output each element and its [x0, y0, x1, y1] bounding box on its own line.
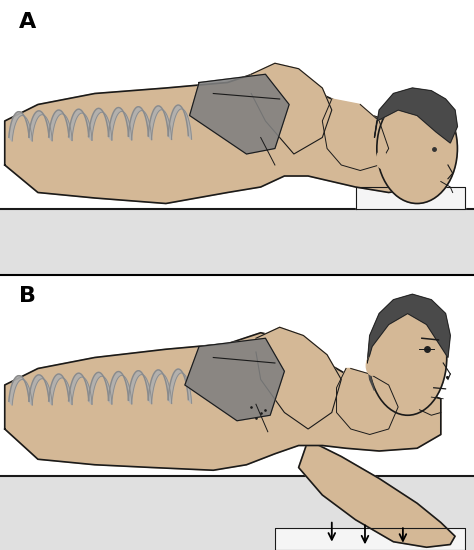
Ellipse shape [369, 300, 447, 415]
Polygon shape [367, 363, 374, 390]
Text: B: B [19, 287, 36, 306]
Polygon shape [109, 372, 132, 404]
Polygon shape [251, 63, 332, 154]
Polygon shape [322, 99, 389, 170]
Polygon shape [89, 108, 112, 140]
Polygon shape [367, 294, 450, 363]
Polygon shape [148, 106, 172, 140]
Polygon shape [9, 112, 32, 141]
Polygon shape [256, 327, 341, 429]
Polygon shape [374, 88, 457, 143]
Polygon shape [128, 371, 152, 404]
Ellipse shape [377, 94, 457, 204]
Polygon shape [29, 375, 52, 405]
Polygon shape [168, 105, 191, 140]
Polygon shape [185, 338, 284, 421]
Polygon shape [5, 72, 450, 204]
Polygon shape [190, 74, 289, 154]
Polygon shape [148, 370, 172, 404]
Polygon shape [69, 373, 92, 404]
Polygon shape [9, 376, 32, 405]
Polygon shape [0, 476, 474, 550]
Polygon shape [168, 369, 191, 404]
Polygon shape [0, 209, 474, 275]
Ellipse shape [366, 356, 378, 375]
Ellipse shape [376, 151, 387, 168]
Polygon shape [128, 107, 152, 140]
Text: A: A [19, 12, 36, 31]
Polygon shape [69, 109, 92, 140]
Polygon shape [109, 108, 132, 140]
Polygon shape [356, 187, 465, 209]
Polygon shape [5, 333, 441, 470]
Polygon shape [29, 111, 52, 141]
Polygon shape [275, 528, 465, 550]
Polygon shape [89, 372, 112, 404]
Polygon shape [337, 368, 398, 434]
Polygon shape [299, 440, 455, 547]
Polygon shape [49, 374, 72, 405]
Polygon shape [49, 110, 72, 141]
